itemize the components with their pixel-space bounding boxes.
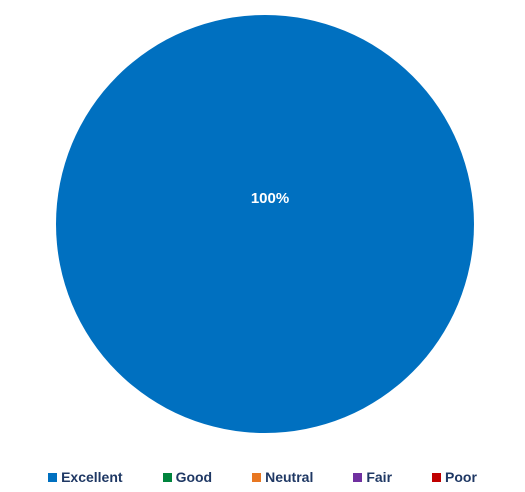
- pie-slice-excellent: [56, 15, 474, 433]
- legend-swatch-fair: [353, 472, 363, 482]
- legend-swatch-excellent: [48, 472, 58, 482]
- legend-swatch-good: [162, 472, 172, 482]
- legend-item-excellent: Excellent: [48, 469, 123, 485]
- legend-item-neutral: Neutral: [252, 469, 313, 485]
- legend: Excellent Good Neutral Fair Poor: [0, 466, 525, 488]
- legend-label-poor: Poor: [445, 469, 477, 485]
- legend-label-excellent: Excellent: [61, 469, 123, 485]
- legend-swatch-poor: [432, 472, 442, 482]
- legend-label-fair: Fair: [366, 469, 393, 485]
- legend-item-good: Good: [162, 469, 213, 485]
- data-label-excellent: 100%: [251, 190, 289, 207]
- legend-item-fair: Fair: [353, 469, 392, 485]
- legend-item-poor: Poor: [432, 469, 477, 485]
- legend-label-good: Good: [175, 469, 213, 485]
- legend-swatch-neutral: [252, 472, 262, 482]
- legend-label-neutral: Neutral: [265, 469, 314, 485]
